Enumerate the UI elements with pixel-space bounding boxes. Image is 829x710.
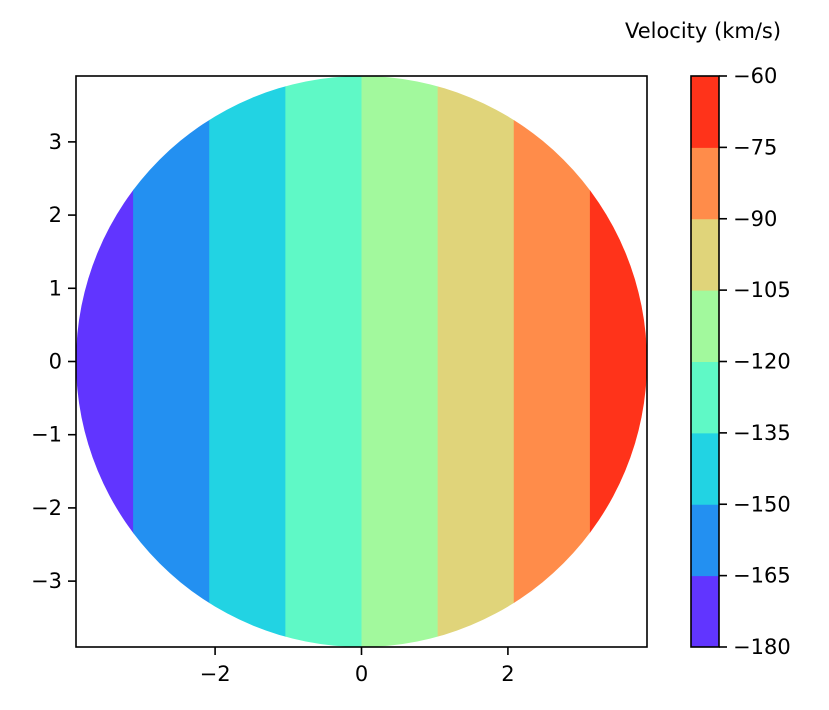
colorbar-tick-label: −165 bbox=[733, 564, 791, 588]
colorbar-segment-5 bbox=[691, 290, 719, 362]
y-tick-label: −3 bbox=[31, 569, 62, 593]
colorbar-tick-label: −90 bbox=[733, 207, 777, 231]
y-tick-label: 1 bbox=[49, 276, 62, 300]
y-tick-label: −2 bbox=[31, 496, 62, 520]
colorbar-segment-7 bbox=[691, 147, 719, 220]
x-axis: −2 0 2 bbox=[200, 647, 515, 686]
colorbar-title: Velocity (km/s) bbox=[625, 19, 781, 43]
colorbar-tick-label: −60 bbox=[733, 64, 777, 88]
colorbar-segment-6 bbox=[691, 218, 719, 291]
y-tick-label: 2 bbox=[49, 203, 62, 227]
colorbar-tick-label: −180 bbox=[733, 635, 791, 659]
colorbar-tick-label: −120 bbox=[733, 350, 791, 374]
colorbar-segment-8 bbox=[691, 76, 719, 148]
y-tick-label: 0 bbox=[49, 350, 62, 374]
colorbar-segment-2 bbox=[691, 504, 719, 577]
y-tick-label: 3 bbox=[49, 130, 62, 154]
x-tick-label: 2 bbox=[501, 662, 514, 686]
velocity-band-7 bbox=[513, 76, 591, 647]
velocity-band-3 bbox=[209, 76, 286, 647]
colorbar-tick-label: −105 bbox=[733, 278, 791, 302]
colorbar-segment-3 bbox=[691, 432, 719, 505]
colorbar: −180 −165 −150 −135 −120 −105 −90 −75 −60 bbox=[690, 64, 791, 659]
velocity-band-2 bbox=[133, 76, 210, 647]
colorbar-segment-1 bbox=[691, 575, 719, 648]
velocity-band-8 bbox=[589, 76, 647, 647]
colorbar-tick-label: −75 bbox=[733, 135, 777, 159]
velocity-bands bbox=[76, 76, 647, 647]
x-tick-label: −2 bbox=[200, 662, 231, 686]
colorbar-tick-label: −135 bbox=[733, 421, 791, 445]
velocity-band-6 bbox=[437, 76, 515, 647]
y-tick-label: −1 bbox=[31, 423, 62, 447]
velocity-band-1 bbox=[76, 76, 134, 647]
velocity-band-4 bbox=[285, 76, 363, 647]
colorbar-tick-label: −150 bbox=[733, 492, 791, 516]
velocity-band-5 bbox=[361, 76, 439, 647]
x-tick-label: 0 bbox=[355, 662, 368, 686]
colorbar-segment-4 bbox=[691, 361, 719, 434]
y-axis: 3 2 1 0 −1 −2 −3 bbox=[31, 130, 76, 593]
